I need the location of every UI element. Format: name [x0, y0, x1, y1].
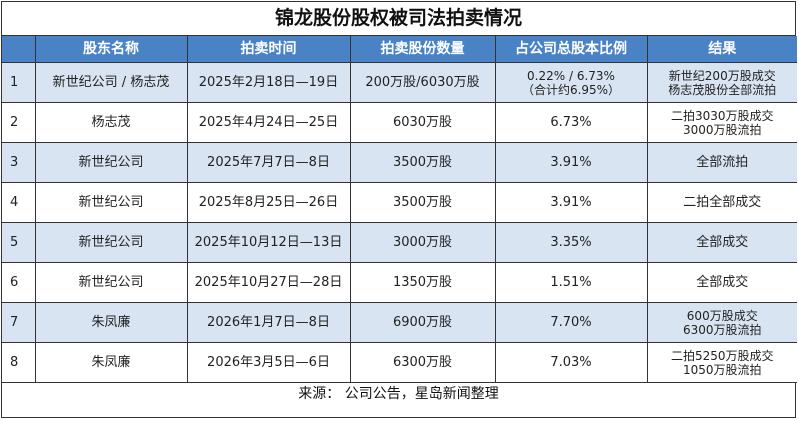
- auction-table: 股东名称 拍卖时间 拍卖股份数量 占公司总股本比例 结果 1 新世纪公司 / 杨…: [2, 36, 797, 383]
- time-cell: 2025年10月12日—13日: [186, 222, 351, 263]
- result-cell: 新世纪200万股成交 杨志茂股份全部流拍: [646, 62, 797, 103]
- header-result: 结果: [646, 36, 797, 63]
- time-cell: 2025年10月27日—28日: [186, 262, 351, 303]
- quantity-cell: 3500万股: [349, 142, 496, 183]
- row-index: 8: [2, 342, 36, 383]
- ratio-cell: 1.51%: [494, 262, 648, 303]
- result-cell: 二拍全部成交: [646, 182, 797, 223]
- table-row: 2 杨志茂 2025年4月24日—25日 6030万股 6.73% 二拍3030…: [2, 102, 797, 143]
- result-line-1: 二拍5250万股成交: [670, 348, 774, 363]
- header-index: [2, 36, 36, 63]
- holder-cell: 新世纪公司: [34, 182, 188, 223]
- row-index: 3: [2, 142, 36, 183]
- result-cell: 二拍3030万股成交 3000万股流拍: [646, 102, 797, 143]
- result-cell: 600万股成交 6300万股流拍: [646, 302, 797, 343]
- ratio-cell: 3.35%: [494, 222, 648, 263]
- row-index: 4: [2, 182, 36, 223]
- ratio-cell: 3.91%: [494, 182, 648, 223]
- time-cell: 2026年3月5日—6日: [186, 342, 351, 383]
- table-title: 锦龙股份股权被司法拍卖情况: [2, 2, 795, 36]
- quantity-cell: 6030万股: [349, 102, 496, 143]
- row-index: 2: [2, 102, 36, 143]
- ratio-line-1: 0.22% / 6.73%: [527, 68, 615, 83]
- result-cell: 二拍5250万股成交 1050万股流拍: [646, 342, 797, 383]
- header-row: 股东名称 拍卖时间 拍卖股份数量 占公司总股本比例 结果: [2, 36, 797, 63]
- time-cell: 2025年2月18日—19日: [186, 62, 351, 103]
- header-time: 拍卖时间: [186, 36, 351, 63]
- ratio-line-2: （合计约6.95%）: [521, 82, 621, 97]
- time-cell: 2025年8月25日—26日: [186, 182, 351, 223]
- holder-cell: 新世纪公司: [34, 262, 188, 303]
- table-row: 4 新世纪公司 2025年8月25日—26日 3500万股 3.91% 二拍全部…: [2, 182, 797, 223]
- table-row: 5 新世纪公司 2025年10月12日—13日 3000万股 3.35% 全部成…: [2, 222, 797, 263]
- table-row: 8 朱凤廉 2026年3月5日—6日 6300万股 7.03% 二拍5250万股…: [2, 342, 797, 383]
- ratio-cell: 6.73%: [494, 102, 648, 143]
- row-index: 5: [2, 222, 36, 263]
- ratio-cell: 3.91%: [494, 142, 648, 183]
- header-quantity: 拍卖股份数量: [349, 36, 496, 63]
- header-holder: 股东名称: [34, 36, 188, 63]
- result-line-2: 3000万股流拍: [682, 122, 762, 137]
- holder-cell: 新世纪公司: [34, 222, 188, 263]
- result-line-2: 1050万股流拍: [682, 362, 762, 377]
- holder-cell: 朱凤廉: [34, 342, 188, 383]
- quantity-cell: 6900万股: [349, 302, 496, 343]
- row-index: 7: [2, 302, 36, 343]
- ratio-cell: 0.22% / 6.73% （合计约6.95%）: [494, 62, 648, 103]
- time-cell: 2025年7月7日—8日: [186, 142, 351, 183]
- result-line-1: 二拍3030万股成交: [670, 108, 774, 123]
- header-ratio: 占公司总股本比例: [494, 36, 648, 63]
- ratio-cell: 7.03%: [494, 342, 648, 383]
- result-cell: 全部流拍: [646, 142, 797, 183]
- row-index: 6: [2, 262, 36, 303]
- holder-cell: 新世纪公司 / 杨志茂: [34, 62, 188, 103]
- result-line-2: 杨志茂股份全部流拍: [668, 82, 777, 97]
- result-line-1: 新世纪200万股成交: [668, 68, 776, 83]
- holder-cell: 新世纪公司: [34, 142, 188, 183]
- table-row: 7 朱凤廉 2026年1月7日—8日 6900万股 7.70% 600万股成交 …: [2, 302, 797, 343]
- quantity-cell: 1350万股: [349, 262, 496, 303]
- time-cell: 2025年4月24日—25日: [186, 102, 351, 143]
- holder-cell: 朱凤廉: [34, 302, 188, 343]
- holder-cell: 杨志茂: [34, 102, 188, 143]
- table-row: 6 新世纪公司 2025年10月27日—28日 1350万股 1.51% 全部成…: [2, 262, 797, 303]
- result-line-2: 6300万股流拍: [682, 322, 762, 337]
- result-cell: 全部成交: [646, 222, 797, 263]
- quantity-cell: 3000万股: [349, 222, 496, 263]
- quantity-cell: 200万股/6030万股: [349, 62, 496, 103]
- time-cell: 2026年1月7日—8日: [186, 302, 351, 343]
- table-row: 1 新世纪公司 / 杨志茂 2025年2月18日—19日 200万股/6030万…: [2, 62, 797, 103]
- result-line-1: 600万股成交: [686, 308, 758, 323]
- result-cell: 全部成交: [646, 262, 797, 303]
- table-row: 3 新世纪公司 2025年7月7日—8日 3500万股 3.91% 全部流拍: [2, 142, 797, 183]
- ratio-cell: 7.70%: [494, 302, 648, 343]
- source-note: 来源： 公司公告，星岛新闻整理: [298, 386, 499, 402]
- row-index: 1: [2, 62, 36, 103]
- quantity-cell: 3500万股: [349, 182, 496, 223]
- quantity-cell: 6300万股: [349, 342, 496, 383]
